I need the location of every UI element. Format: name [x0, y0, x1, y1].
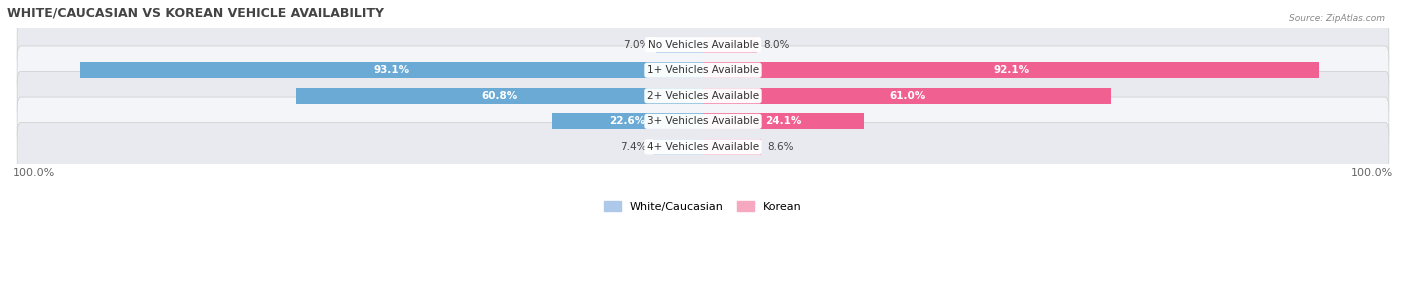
- Bar: [703, 37, 756, 53]
- Text: 2+ Vehicles Available: 2+ Vehicles Available: [647, 91, 759, 101]
- FancyBboxPatch shape: [17, 46, 1389, 94]
- Bar: [297, 88, 703, 104]
- Text: 4+ Vehicles Available: 4+ Vehicles Available: [647, 142, 759, 152]
- Bar: [703, 88, 1111, 104]
- Text: 7.0%: 7.0%: [623, 40, 650, 50]
- FancyBboxPatch shape: [17, 72, 1389, 120]
- Bar: [551, 114, 703, 129]
- Bar: [703, 139, 761, 155]
- FancyBboxPatch shape: [17, 97, 1389, 146]
- Text: 8.0%: 8.0%: [763, 40, 790, 50]
- Text: 24.1%: 24.1%: [765, 116, 801, 126]
- Text: 1+ Vehicles Available: 1+ Vehicles Available: [647, 65, 759, 75]
- Text: No Vehicles Available: No Vehicles Available: [648, 40, 758, 50]
- Text: Source: ZipAtlas.com: Source: ZipAtlas.com: [1289, 14, 1385, 23]
- Text: 8.6%: 8.6%: [768, 142, 794, 152]
- Text: 92.1%: 92.1%: [993, 65, 1029, 75]
- Text: 60.8%: 60.8%: [481, 91, 517, 101]
- Bar: [657, 37, 703, 53]
- Text: 93.1%: 93.1%: [374, 65, 409, 75]
- FancyBboxPatch shape: [17, 20, 1389, 69]
- Bar: [654, 139, 703, 155]
- Bar: [80, 62, 703, 78]
- Bar: [703, 62, 1319, 78]
- Text: 61.0%: 61.0%: [889, 91, 925, 101]
- Text: 22.6%: 22.6%: [609, 116, 645, 126]
- Text: 3+ Vehicles Available: 3+ Vehicles Available: [647, 116, 759, 126]
- Legend: White/Caucasian, Korean: White/Caucasian, Korean: [602, 197, 804, 215]
- Text: WHITE/CAUCASIAN VS KOREAN VEHICLE AVAILABILITY: WHITE/CAUCASIAN VS KOREAN VEHICLE AVAILA…: [7, 7, 384, 20]
- Bar: [703, 114, 865, 129]
- Text: 7.4%: 7.4%: [620, 142, 647, 152]
- FancyBboxPatch shape: [17, 123, 1389, 171]
